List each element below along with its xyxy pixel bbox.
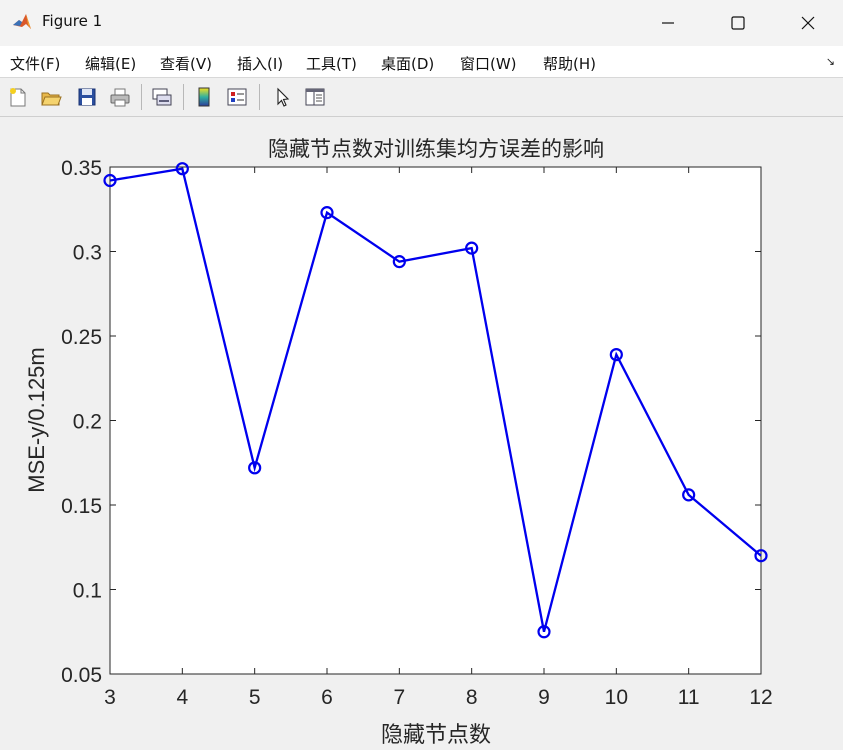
series-line <box>109 167 762 633</box>
figure-toolbar <box>0 78 843 117</box>
insert-legend-icon <box>227 88 247 106</box>
maximize-button[interactable] <box>703 0 773 46</box>
menu-desktop[interactable]: 桌面(D) <box>381 55 435 73</box>
data-point-marker <box>392 255 406 269</box>
series-markers <box>103 162 768 639</box>
toolbar-separator <box>141 84 142 110</box>
open-file-button[interactable] <box>38 84 64 110</box>
property-inspector-icon <box>305 88 325 106</box>
menu-tools[interactable]: 工具(T) <box>306 55 357 73</box>
plot-axes <box>109 166 762 675</box>
menu-bar: 文件(F) 编辑(E) 查看(V) 插入(I) 工具(T) 桌面(D) 窗口(W… <box>0 46 843 78</box>
minimize-button[interactable] <box>633 0 703 46</box>
maximize-icon <box>731 16 745 30</box>
y-tick-label: 0.05 <box>61 664 102 687</box>
data-point-marker <box>682 488 696 502</box>
line-chart: 3 4 5 6 7 8 9 10 11 12 0.050.10.150.20.250.30.35 … <box>24 137 773 748</box>
insert-colorbar-button[interactable] <box>191 84 217 110</box>
data-point-marker <box>754 549 768 563</box>
data-point-marker <box>103 173 117 188</box>
data-point-marker <box>609 347 623 362</box>
x-axis-label: 隐藏节点数 <box>381 723 491 748</box>
open-file-icon <box>41 92 62 106</box>
y-tick-label: 0.1 <box>73 580 102 603</box>
x-tick-label: 5 <box>249 686 261 709</box>
x-tick-label: 9 <box>538 686 550 709</box>
y-tick-label: 0.35 <box>61 157 102 180</box>
save-button[interactable] <box>74 84 100 110</box>
menu-insert[interactable]: 插入(I) <box>237 55 284 73</box>
x-tick-label: 6 <box>321 686 333 709</box>
link-plot-button[interactable] <box>149 84 175 110</box>
window-titlebar: Figure 1 <box>0 0 843 47</box>
toolbar-separator <box>259 84 260 110</box>
property-inspector-button[interactable] <box>302 84 328 110</box>
figure-canvas[interactable]: 3 4 5 6 7 8 9 10 11 12 0.05 0.1 0.15 0.2 0.25 0.3 0.35 … <box>0 117 843 750</box>
menu-overflow-icon[interactable]: ↘ <box>825 55 835 68</box>
insert-legend-button[interactable] <box>224 84 250 110</box>
y-tick-labels: 0.05 0.1 0.15 0.2 0.25 0.3 0.35 <box>61 157 102 687</box>
x-tick-label: 7 <box>393 686 405 709</box>
y-tick-label: 0.3 <box>73 242 102 265</box>
menu-help[interactable]: 帮助(H) <box>543 55 596 73</box>
data-point-marker <box>537 625 551 639</box>
link-plot-icon <box>152 88 172 106</box>
menu-view[interactable]: 查看(V) <box>160 55 212 73</box>
window-title: Figure 1 <box>42 12 103 30</box>
edit-plot-icon <box>277 87 290 107</box>
new-figure-icon <box>10 88 26 107</box>
menu-edit[interactable]: 编辑(E) <box>85 55 137 73</box>
print-button[interactable] <box>107 84 133 110</box>
toolbar-separator <box>183 84 184 110</box>
print-icon <box>110 88 130 107</box>
x-tick-label: 3 <box>104 686 116 709</box>
new-figure-button[interactable] <box>5 84 31 110</box>
close-button[interactable] <box>773 0 843 46</box>
x-tick-label: 12 <box>749 686 772 709</box>
data-point-marker <box>175 162 189 176</box>
data-point-marker <box>465 241 479 255</box>
data-point-marker <box>320 206 334 220</box>
data-point-marker <box>248 461 262 475</box>
x-tick-labels: 3 4 5 6 7 8 9 10 11 12 <box>104 686 773 709</box>
y-tick-label: 0.25 <box>61 326 102 349</box>
minimize-icon <box>662 22 674 24</box>
menu-file[interactable]: 文件(F) <box>10 55 61 73</box>
insert-colorbar-icon <box>198 87 210 107</box>
x-tick-label: 11 <box>678 686 700 709</box>
matlab-logo-icon <box>13 14 31 29</box>
x-tick-label: 8 <box>466 686 478 709</box>
y-tick-label: 0.15 <box>61 495 102 518</box>
x-tick-label: 4 <box>176 686 188 709</box>
menu-window[interactable]: 窗口(W) <box>460 55 517 73</box>
save-icon <box>78 88 96 106</box>
edit-plot-button[interactable] <box>269 84 295 110</box>
y-axis-label: MSE-y/0.125m <box>24 347 49 493</box>
close-icon <box>801 16 815 30</box>
y-tick-label: 0.2 <box>73 411 102 434</box>
chart-title: 隐藏节点数对训练集均方误差的影响 <box>268 137 604 161</box>
x-tick-label: 10 <box>605 686 628 709</box>
